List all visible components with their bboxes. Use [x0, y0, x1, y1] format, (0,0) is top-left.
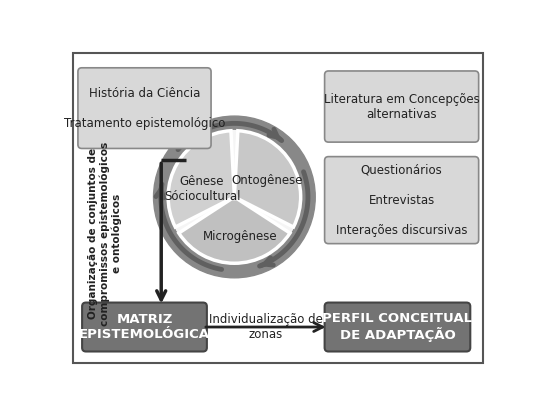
Text: Ontogênese: Ontogênese — [231, 173, 302, 187]
Circle shape — [231, 194, 238, 200]
Circle shape — [154, 116, 315, 278]
Wedge shape — [179, 197, 290, 263]
Wedge shape — [168, 131, 235, 227]
Text: Gênese
Sóciocultural: Gênese Sóciocultural — [164, 175, 241, 203]
Text: Microgênese: Microgênese — [203, 230, 278, 243]
Text: PERFIL CONCEITUAL
DE ADAPTAÇÃO: PERFIL CONCEITUAL DE ADAPTAÇÃO — [323, 312, 472, 342]
Text: Literatura em Concepções
alternativas: Literatura em Concepções alternativas — [324, 93, 479, 121]
FancyBboxPatch shape — [78, 68, 211, 148]
Wedge shape — [235, 131, 301, 227]
Text: História da Ciência

Tratamento epistemológico: História da Ciência Tratamento epistemol… — [64, 87, 225, 130]
FancyBboxPatch shape — [73, 53, 483, 363]
FancyBboxPatch shape — [325, 302, 470, 351]
Circle shape — [168, 131, 301, 263]
Text: MATRIZ
EPISTEMOLÓGICA: MATRIZ EPISTEMOLÓGICA — [79, 313, 210, 341]
FancyBboxPatch shape — [82, 302, 207, 351]
Text: Individualização de
zonas: Individualização de zonas — [209, 313, 323, 341]
FancyBboxPatch shape — [325, 71, 478, 142]
Text: Questionários

Entrevistas

Interações discursivas: Questionários Entrevistas Interações dis… — [336, 164, 468, 236]
FancyBboxPatch shape — [325, 157, 478, 243]
Text: Organização de conjuntos de
compromissos epistemológicos
e ontológicos: Organização de conjuntos de compromissos… — [87, 141, 122, 325]
Circle shape — [168, 131, 301, 263]
